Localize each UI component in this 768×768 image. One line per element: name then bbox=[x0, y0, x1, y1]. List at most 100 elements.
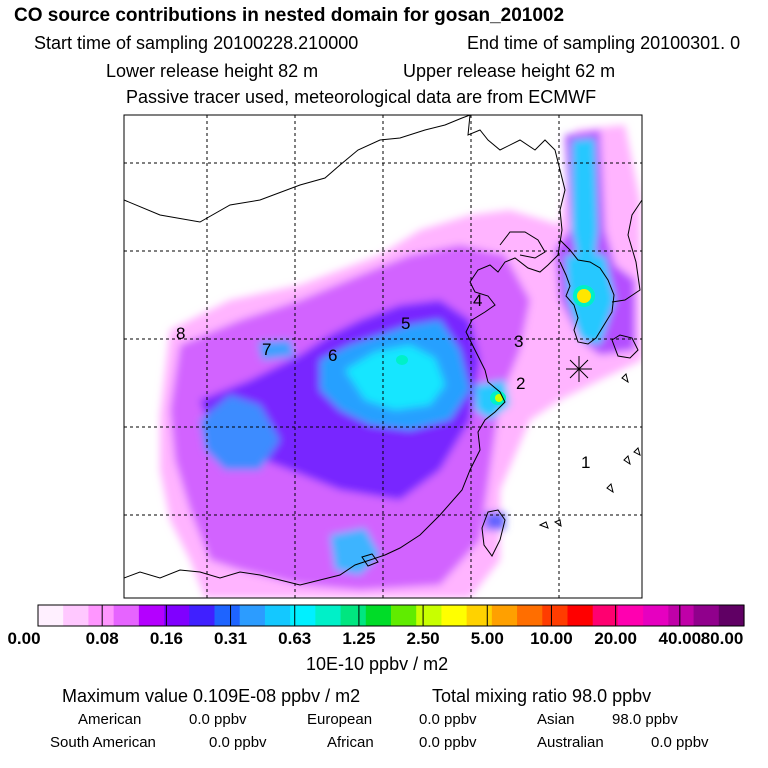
region-label-7: 7 bbox=[262, 340, 271, 359]
source-value-australian: 0.0 ppbv bbox=[651, 734, 709, 751]
upper-release-height: Upper release height 62 m bbox=[403, 61, 616, 81]
colorbar-frame bbox=[37, 604, 745, 627]
colorbar-cell bbox=[138, 605, 165, 626]
colorbar-cell bbox=[693, 605, 720, 626]
island-ryukyu-2 bbox=[623, 455, 631, 466]
source-value-asian: 98.0 ppbv bbox=[612, 711, 678, 728]
plume-core-cyan bbox=[345, 345, 445, 410]
coastline-hainan bbox=[361, 553, 379, 567]
region-label-6: 6 bbox=[328, 346, 337, 365]
region-label-1: 1 bbox=[581, 453, 590, 472]
hotspot-center bbox=[396, 355, 408, 365]
colorbar-tick-label: 0.63 bbox=[278, 629, 312, 648]
coastline-japan bbox=[611, 199, 642, 303]
island-ryukyu-1 bbox=[606, 483, 614, 494]
colorbar-tick-label: 2.50 bbox=[406, 629, 440, 648]
colorbar-tick-label: 10.00 bbox=[530, 629, 573, 648]
colorbar-tick-label: 40.00 bbox=[658, 629, 702, 648]
chart-title: CO source contributions in nested domain… bbox=[14, 5, 565, 26]
coastline-bohai bbox=[499, 231, 546, 259]
colorbar-cell bbox=[340, 605, 367, 626]
coastline-main bbox=[124, 115, 566, 586]
colorbar-cell bbox=[592, 605, 619, 626]
colorbar-tick-label: 80.00 bbox=[700, 629, 744, 648]
colorbar-cell bbox=[189, 605, 216, 626]
lower-release-height: Lower release height 82 m bbox=[106, 61, 319, 81]
source-name-american: American bbox=[78, 711, 142, 728]
source-name-european: European bbox=[307, 711, 373, 728]
colorbar-cell bbox=[491, 605, 518, 626]
colorbar-tick-label: 5.00 bbox=[470, 629, 504, 648]
colorbar-cell bbox=[88, 605, 115, 626]
colorbar-cell bbox=[63, 605, 90, 626]
start-time-label: Start time of sampling 20100228.210000 bbox=[34, 33, 359, 53]
maximum-value: Maximum value 0.109E-08 ppbv / m2 bbox=[62, 686, 361, 706]
colorbar-tick-label: 0.31 bbox=[213, 629, 248, 648]
plume-band-cyan bbox=[572, 138, 598, 262]
region-label-4: 4 bbox=[473, 291, 482, 310]
coastlines bbox=[124, 115, 642, 586]
island-east-2 bbox=[553, 519, 562, 528]
colorbar-cell bbox=[113, 605, 140, 626]
colorbar-cell bbox=[567, 605, 594, 626]
source-value-european: 0.0 ppbv bbox=[419, 711, 477, 728]
region-label-3: 3 bbox=[514, 332, 523, 351]
colorbar-cell bbox=[718, 605, 745, 626]
colorbar-tick-label: 0.08 bbox=[85, 629, 119, 648]
plume-south-cyan bbox=[330, 528, 380, 575]
region-label-5: 5 bbox=[401, 314, 410, 333]
colorbar-cell bbox=[517, 605, 543, 626]
source-name-australian: Australian bbox=[537, 734, 604, 751]
colorbar-tick-label: 0.16 bbox=[149, 629, 183, 648]
colorbar-cell bbox=[214, 605, 241, 626]
colorbar-cell bbox=[466, 605, 493, 626]
coastline-north-border bbox=[124, 115, 471, 223]
colorbar-cells bbox=[38, 605, 745, 626]
region-label-2: 2 bbox=[516, 374, 525, 393]
colorbar-tick-label: 1.25 bbox=[342, 629, 376, 648]
region-label-8: 8 bbox=[176, 324, 185, 343]
island-ryukyu-3 bbox=[633, 447, 641, 456]
colorbar-cell bbox=[365, 605, 392, 626]
colorbar-cell bbox=[441, 605, 468, 626]
coastline-kyushu bbox=[611, 334, 639, 359]
colorbar-tick-label: 0.00 bbox=[7, 629, 41, 648]
end-time-label: End time of sampling 20100301. 0 bbox=[467, 33, 741, 53]
map-frame bbox=[123, 114, 643, 599]
colorbar-cell bbox=[290, 605, 316, 626]
plume-west-blue bbox=[200, 395, 280, 470]
colorbar-cell bbox=[264, 605, 291, 626]
colorbar-cell bbox=[668, 605, 695, 626]
coastline-korea bbox=[559, 239, 615, 345]
source-value-african: 0.0 ppbv bbox=[419, 734, 477, 751]
colorbar-cell bbox=[542, 605, 569, 626]
hotspot-seoul-core bbox=[577, 289, 591, 303]
colorbar-unit: 10E-10 ppbv / m2 bbox=[306, 654, 449, 674]
hotspot-shanghai-core bbox=[495, 394, 503, 402]
colorbar-cell bbox=[416, 605, 443, 626]
source-value-south-american: 0.0 ppbv bbox=[209, 734, 267, 751]
colorbar-separators bbox=[101, 605, 681, 626]
colorbar-cell bbox=[164, 605, 190, 626]
coastline-taiwan bbox=[481, 509, 506, 557]
tracer-note: Passive tracer used, meteorological data… bbox=[126, 87, 597, 107]
source-value-american: 0.0 ppbv bbox=[189, 711, 247, 728]
colorbar-cell bbox=[315, 605, 342, 626]
colorbar-tick-label: 20.00 bbox=[594, 629, 637, 648]
island-ryukyu-4 bbox=[621, 373, 629, 384]
plume-7-blue bbox=[258, 340, 295, 360]
island-east-1 bbox=[538, 521, 549, 529]
plume-taiwan-blue bbox=[485, 512, 505, 530]
colorbar-cell bbox=[391, 605, 417, 626]
total-mixing-ratio: Total mixing ratio 98.0 ppbv bbox=[432, 686, 652, 706]
gridlines bbox=[124, 115, 642, 598]
receptor-marker bbox=[566, 356, 592, 382]
colorbar-cell bbox=[643, 605, 669, 626]
source-name-african: African bbox=[327, 734, 374, 751]
source-name-south-american: South American bbox=[50, 734, 156, 751]
source-name-asian: Asian bbox=[537, 711, 575, 728]
colorbar-cell bbox=[38, 605, 64, 626]
colorbar-cell bbox=[617, 605, 644, 626]
